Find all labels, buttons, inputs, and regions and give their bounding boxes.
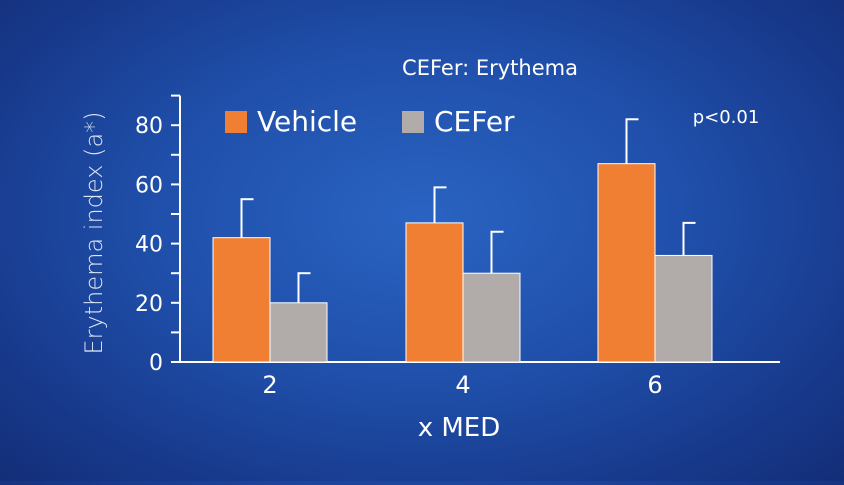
y-tick-label: 80 [135, 114, 163, 139]
x-tick-label: 4 [455, 371, 470, 399]
plot-area: 0 20 40 60 80 2 4 6 [135, 94, 780, 399]
y-tick-label: 20 [135, 292, 163, 317]
y-tick-label: 0 [149, 351, 163, 376]
x-tick-label: 2 [262, 371, 277, 399]
legend-swatch-cefer [402, 111, 424, 133]
bar-vehicle [212, 237, 271, 363]
bar-vehicle [597, 163, 656, 363]
y-tick-label: 40 [135, 233, 163, 258]
legend-label-vehicle: Vehicle [257, 105, 357, 138]
legend-label-cefer: CEFer [434, 105, 515, 138]
chart-title: CEFer: Erythema [402, 56, 578, 80]
bar-cefer [462, 272, 521, 363]
legend-swatch-vehicle [225, 111, 247, 133]
x-tick-label: 6 [647, 371, 662, 399]
bar-vehicle [405, 222, 464, 363]
bar-cefer [654, 254, 713, 363]
y-axis-label: Erythema index (a*) [80, 111, 108, 354]
p-value-annotation: p<0.01 [693, 107, 760, 128]
x-axis-label: x MED [418, 413, 501, 443]
bar-cefer [269, 302, 328, 363]
y-tick-label: 60 [135, 173, 163, 198]
